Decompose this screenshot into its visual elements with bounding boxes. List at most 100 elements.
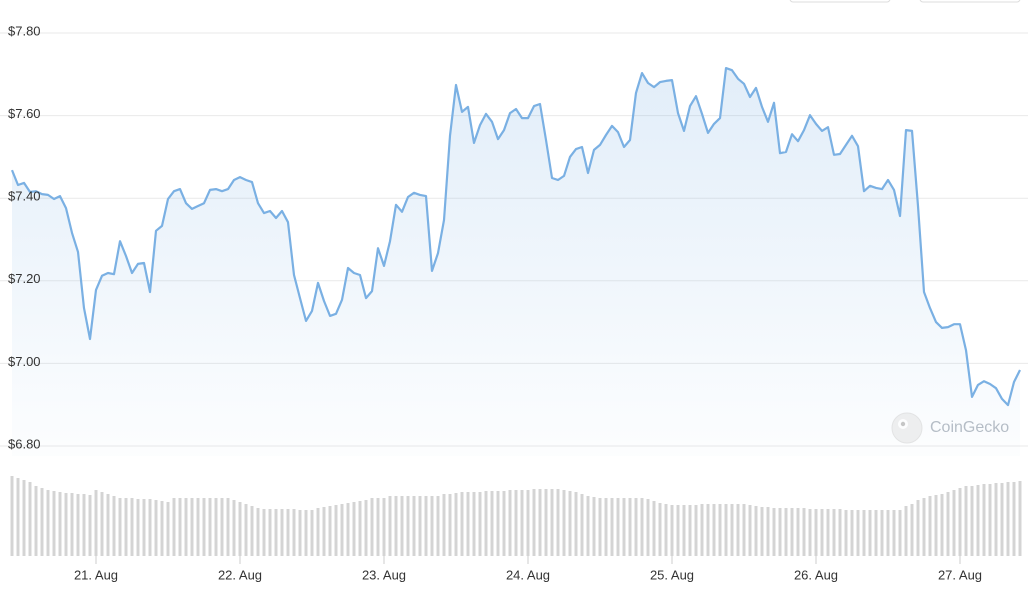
price-area: [12, 68, 1020, 456]
volume-bar: [688, 505, 692, 556]
volume-bar: [634, 498, 638, 556]
volume-bar: [700, 504, 704, 556]
volume-bar: [856, 510, 860, 556]
volume-bar: [526, 490, 530, 556]
volume-bar: [148, 499, 152, 556]
volume-bar: [46, 490, 50, 556]
volume-bar: [964, 486, 968, 556]
volume-bar: [130, 498, 134, 556]
volume-bar: [748, 505, 752, 556]
volume-bar: [598, 498, 602, 556]
volume-bar: [226, 498, 230, 556]
volume-bar: [436, 496, 440, 556]
volume-bar: [922, 498, 926, 556]
volume-bar: [70, 493, 74, 556]
volume-bar: [160, 501, 164, 556]
volume-bar: [154, 500, 158, 556]
volume-bar: [994, 483, 998, 556]
range-button[interactable]: [789, 0, 891, 3]
volume-bar: [604, 498, 608, 556]
volume-bar: [328, 506, 332, 556]
volume-bar: [214, 498, 218, 556]
volume-bar: [886, 510, 890, 556]
volume-bar: [394, 496, 398, 556]
volume-bar: [574, 492, 578, 556]
volume-bar: [340, 504, 344, 556]
volume-bar: [460, 492, 464, 556]
volume-bar: [862, 510, 866, 556]
volume-bar: [418, 496, 422, 556]
volume-bar: [928, 496, 932, 556]
volume-bar: [514, 490, 518, 556]
volume-bar: [352, 502, 356, 556]
volume-bar: [508, 490, 512, 556]
volume-bar: [1000, 483, 1004, 556]
volume-bar: [346, 503, 350, 556]
x-tick-label: 24. Aug: [506, 567, 550, 582]
volume-bar: [982, 484, 986, 556]
volume-bar: [238, 502, 242, 556]
volume-bar: [616, 498, 620, 556]
volume-bar: [706, 504, 710, 556]
volume-bar: [190, 498, 194, 556]
volume-bar: [298, 510, 302, 556]
volume-bar: [316, 508, 320, 556]
volume-bar: [496, 491, 500, 556]
volume-bar: [40, 488, 44, 556]
volume-bar: [718, 504, 722, 556]
volume-bar: [808, 509, 812, 556]
volume-bar: [376, 498, 380, 556]
volume-bar: [544, 489, 548, 556]
volume-bar: [898, 510, 902, 556]
volume-bar: [244, 504, 248, 556]
volume-bar: [766, 507, 770, 556]
volume-bar: [304, 510, 308, 556]
volume-bar: [646, 499, 650, 556]
volume-bar: [838, 509, 842, 556]
volume-bar: [490, 491, 494, 556]
volume-bar: [610, 498, 614, 556]
volume-bar: [268, 509, 272, 556]
volume-bar: [826, 509, 830, 556]
volume-bar: [652, 501, 656, 556]
volume-bar: [640, 498, 644, 556]
volume-bar: [550, 489, 554, 556]
volume-bar: [952, 490, 956, 556]
volume-bar: [622, 498, 626, 556]
volume-bar: [88, 495, 92, 556]
volume-bar: [772, 508, 776, 556]
volume-bar: [532, 489, 536, 556]
volume-bar: [454, 493, 458, 556]
volume-bar: [334, 505, 338, 556]
volume-bar: [196, 498, 200, 556]
volume-bar: [832, 509, 836, 556]
volume-bar: [970, 486, 974, 556]
volume-bar: [382, 498, 386, 556]
volume-bar: [262, 509, 266, 556]
range-button[interactable]: [919, 0, 1021, 3]
volume-bar: [658, 503, 662, 556]
volume-bar: [364, 500, 368, 556]
volume-bar: [22, 480, 26, 556]
volume-bar: [568, 491, 572, 556]
price-line: [10, 67, 1021, 407]
volume-bar: [754, 506, 758, 556]
volume-bar: [286, 509, 290, 556]
y-tick-label: $7.80: [8, 23, 41, 38]
volume-bar: [586, 496, 590, 556]
volume-bar: [880, 510, 884, 556]
volume-bar: [910, 504, 914, 556]
volume-bar: [790, 508, 794, 556]
axis-labels: $6.80 $7.00 $7.20 $7.40 $7.60 $7.80 21. Aug 22.…: [8, 23, 982, 582]
y-tick-label: $7.20: [8, 271, 41, 286]
volume-bar: [208, 498, 212, 556]
volume-bar: [760, 507, 764, 556]
volume-bar: [424, 496, 428, 556]
volume-bar: [478, 492, 482, 556]
volume-bar: [10, 476, 14, 556]
volume-bar: [58, 492, 62, 556]
volume-bar: [988, 484, 992, 556]
x-tick-label: 25. Aug: [650, 567, 694, 582]
volume-bar: [784, 508, 788, 556]
volume-bar: [34, 486, 38, 556]
